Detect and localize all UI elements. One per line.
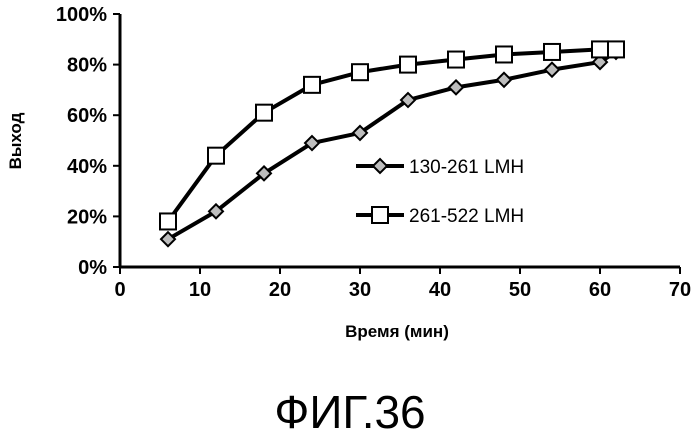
x-ticks: 0 10 20 30 40 50 60 70 — [114, 267, 691, 301]
square-data-point — [400, 57, 416, 73]
legend: 130-261 LMH 261-522 LMH — [356, 157, 524, 227]
square-data-point — [160, 213, 176, 229]
legend-label: 261-522 LMH — [409, 206, 524, 227]
x-tick-label: 20 — [269, 279, 291, 301]
square-data-point — [304, 77, 320, 93]
square-data-point — [208, 148, 224, 164]
figure-caption: ФИГ.36 — [274, 386, 425, 438]
x-tick-label: 30 — [349, 279, 371, 301]
y-tick-label: 40% — [67, 156, 107, 178]
legend-item: 130-261 LMH — [356, 157, 524, 178]
x-tick-label: 60 — [589, 279, 611, 301]
diamond-data-point — [545, 63, 559, 77]
diamond-data-point — [497, 73, 511, 87]
x-tick-label: 0 — [114, 279, 125, 301]
diamond-data-point — [449, 80, 463, 94]
y-tick-label: 80% — [67, 55, 107, 77]
legend-label: 130-261 LMH — [409, 157, 524, 178]
square-data-point — [496, 46, 512, 62]
square-data-point — [256, 105, 272, 121]
legend-square-marker — [372, 207, 388, 223]
x-tick-label: 50 — [509, 279, 531, 301]
legend-item: 261-522 LMH — [356, 206, 524, 227]
y-tick-label: 100% — [56, 4, 107, 26]
square-data-point — [352, 64, 368, 80]
y-tick-label: 60% — [67, 105, 107, 127]
series-line — [168, 52, 616, 239]
x-axis-title: Время (мин) — [345, 322, 449, 341]
x-tick-label: 70 — [669, 279, 691, 301]
legend-diamond-marker — [373, 159, 387, 173]
x-tick-label: 10 — [189, 279, 211, 301]
x-tick-label: 40 — [429, 279, 451, 301]
y-tick-label: 0% — [78, 257, 107, 279]
square-data-point — [544, 44, 560, 60]
y-axis-title: Выход — [6, 112, 25, 169]
y-ticks: 0% 20% 40% 60% 80% 100% — [56, 4, 120, 279]
y-tick-label: 20% — [67, 206, 107, 228]
square-data-point — [448, 52, 464, 68]
square-data-point — [608, 41, 624, 57]
square-data-point — [592, 41, 608, 57]
